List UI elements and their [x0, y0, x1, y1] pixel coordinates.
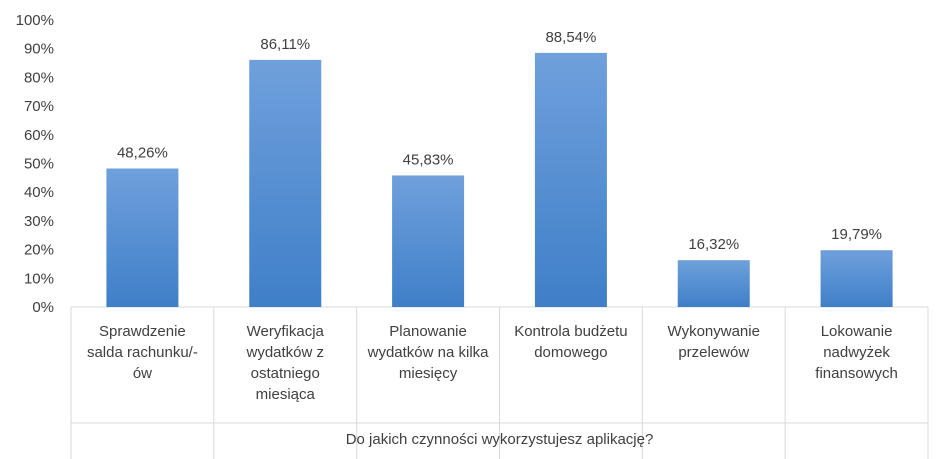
category-labels: Sprawdzenie salda rachunku/-ów Weryfikacja… [87, 323, 898, 403]
data-label: 16,32% [688, 236, 739, 253]
y-tick-label: 0% [32, 299, 54, 316]
y-tick-label: 60% [24, 127, 54, 144]
y-tick-label: 20% [24, 242, 54, 259]
y-tick-label: 40% [24, 184, 54, 201]
bar [249, 59, 322, 307]
bar [534, 52, 607, 308]
category-label: Planowanie wydatków na kilka miesięcy [367, 323, 490, 382]
category-label: Kontrola budżetu domowego [514, 323, 627, 361]
y-tick-label: 90% [24, 41, 54, 58]
data-label: 48,26% [117, 144, 168, 161]
y-tick-label: 100% [16, 12, 54, 29]
y-tick-label: 30% [24, 213, 54, 230]
y-tick-label: 10% [24, 270, 54, 287]
category-label: Weryfikacja wydatków z ostatniego miesiąca [245, 323, 324, 403]
category-label: Wykonywanie przelewów [668, 323, 760, 361]
data-label: 45,83% [403, 151, 454, 168]
category-label: Lokowanie nadwyżek finansowych [815, 323, 898, 382]
x-axis-title: Do jakich czynności wykorzystujesz aplik… [346, 431, 654, 448]
y-tick-label: 70% [24, 98, 54, 115]
bars [106, 52, 893, 308]
data-labels: 48,26% 86,11% 45,83% 88,54% 16,32% 19,79% [117, 29, 882, 253]
data-label: 19,79% [831, 226, 882, 243]
y-axis-ticks: 0% 10% 20% 30% 40% 50% 60% 70% 80% 90% 100% [16, 12, 54, 316]
axis-frame [70, 306, 929, 459]
data-label: 88,54% [545, 29, 596, 46]
category-label: Sprawdzenie salda rachunku/-ów [87, 323, 198, 382]
data-label: 86,11% [260, 36, 310, 53]
bar [820, 250, 893, 307]
bar [677, 260, 750, 307]
y-tick-label: 80% [24, 69, 54, 86]
y-tick-label: 50% [24, 156, 54, 173]
bar [392, 175, 465, 307]
bar [106, 168, 179, 307]
